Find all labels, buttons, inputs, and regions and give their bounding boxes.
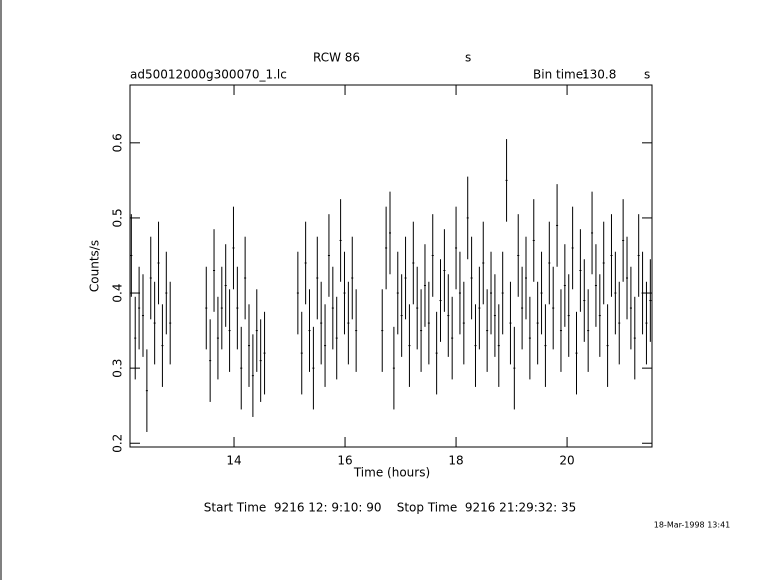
x-axis-label: Time (hours) — [353, 466, 430, 480]
x-tick-label: 16 — [337, 454, 352, 468]
y-tick-label: 0.3 — [111, 359, 125, 378]
date: 18-Mar-1998 13:41 — [654, 521, 731, 530]
bin-time: 130.8 — [582, 68, 616, 82]
y-tick-label: 0.5 — [111, 208, 125, 227]
x-tick-label: 18 — [448, 454, 463, 468]
x-tick-label: 20 — [559, 454, 574, 468]
y-axis-label: Counts/s — [88, 240, 102, 292]
x-tick-label: 14 — [226, 454, 241, 468]
y-tick-label: 0.6 — [111, 133, 125, 152]
y-tick-label: 0.4 — [111, 283, 125, 302]
y-tick-label: 0.2 — [111, 434, 125, 453]
footer: Start Time 9216 12: 9:10: 90 Stop Time 9… — [204, 501, 576, 515]
chart-title: RCW 86 — [313, 51, 360, 65]
title-unit: s — [465, 51, 471, 65]
file-name: ad50012000g300070_1.lc — [130, 68, 287, 82]
plot-frame — [129, 84, 653, 448]
bin-time-label: Bin time: — [533, 68, 587, 82]
bin-time-unit: s — [644, 68, 650, 82]
